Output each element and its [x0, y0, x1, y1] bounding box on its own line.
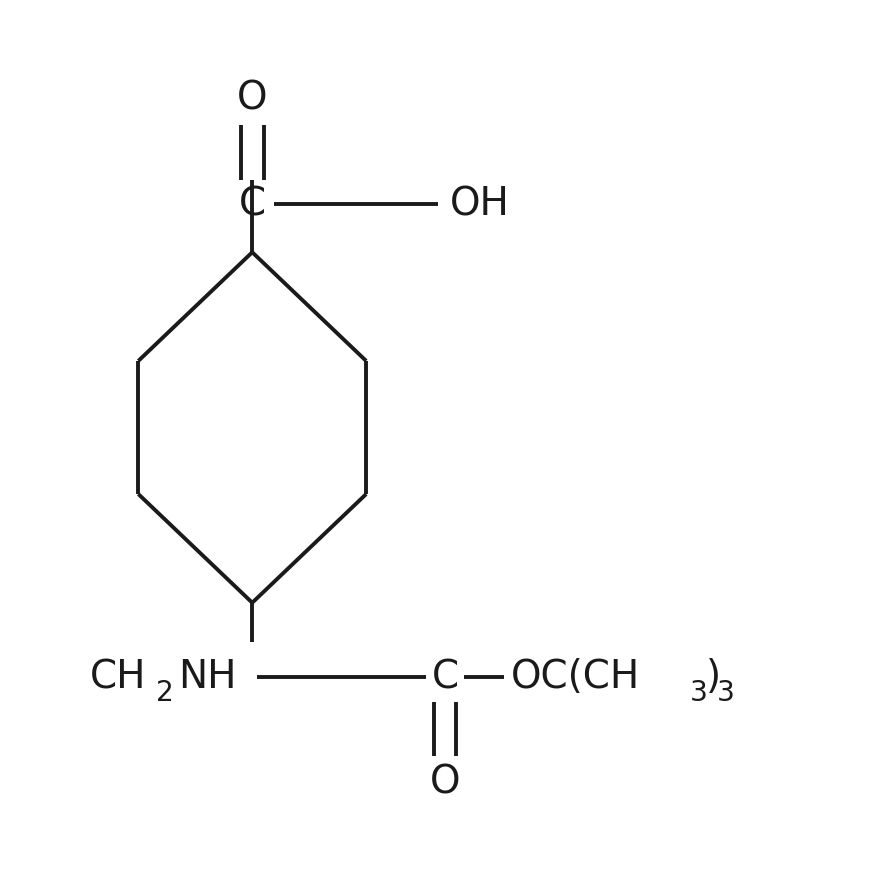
- Text: C: C: [432, 659, 458, 696]
- Text: ): ): [706, 659, 721, 696]
- Text: OC(CH: OC(CH: [511, 659, 640, 696]
- Text: 3: 3: [691, 679, 708, 707]
- Text: 2: 2: [156, 679, 174, 707]
- Text: OH: OH: [449, 185, 509, 223]
- Text: O: O: [237, 80, 268, 118]
- Text: CH: CH: [90, 659, 147, 696]
- Text: C: C: [239, 185, 266, 223]
- Text: NH: NH: [178, 659, 236, 696]
- Text: O: O: [430, 764, 460, 801]
- Text: 3: 3: [716, 679, 734, 707]
